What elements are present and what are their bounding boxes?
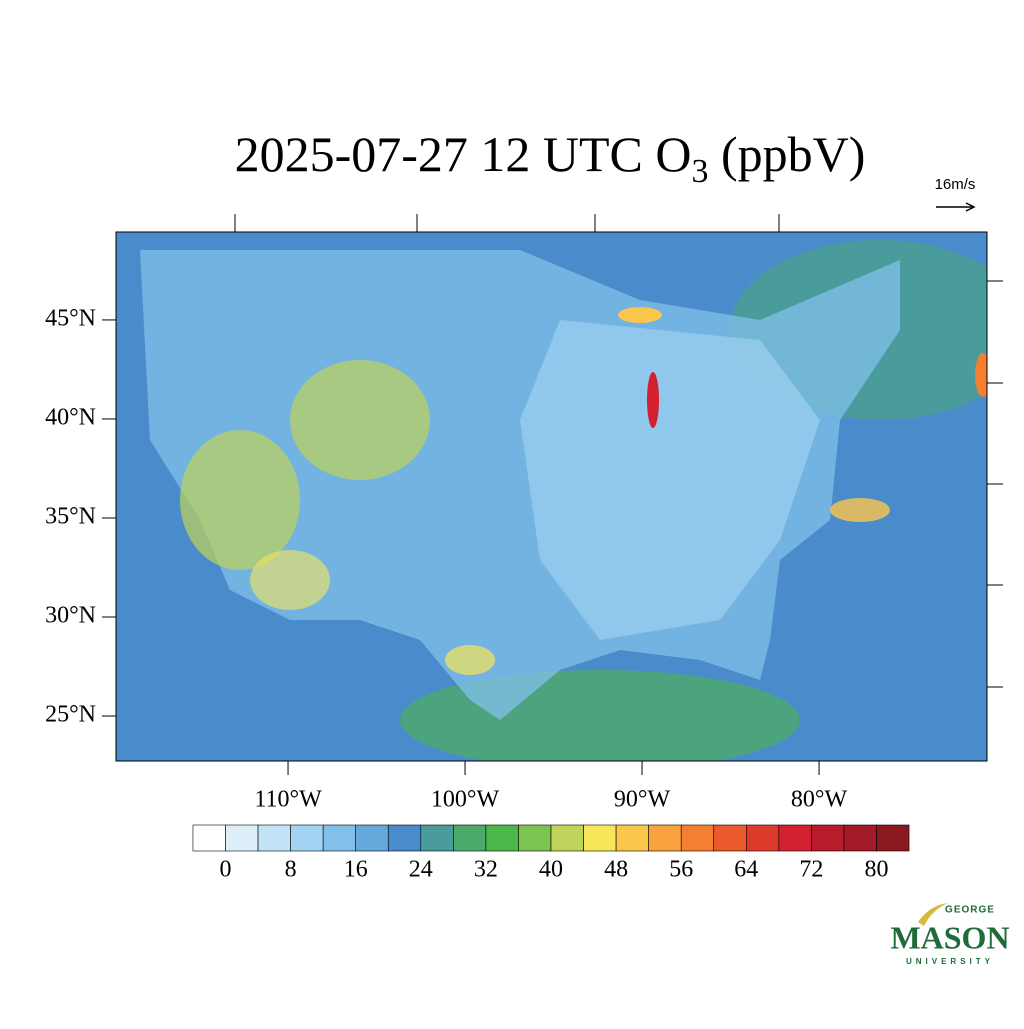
lon-tick-label: 90°W (614, 787, 671, 813)
colorbar-box (778, 824, 812, 852)
colorbar-box (257, 824, 291, 852)
logo-bottom: UNIVERSITY (906, 957, 994, 966)
colorbar-box (615, 824, 649, 852)
title-unit: (ppbV) (709, 126, 866, 182)
wind-reference-arrowhead (965, 202, 976, 212)
wind-reference-label: 16m/s (935, 176, 976, 193)
colorbar-box (713, 824, 747, 852)
colorbar-box (192, 824, 226, 852)
colorbar-box (453, 824, 487, 852)
logo-name: MASON (890, 919, 1009, 955)
colorbar-tick-label: 56 (669, 857, 693, 883)
colorbar-box (550, 824, 584, 852)
field-region (445, 645, 495, 675)
field-region (830, 498, 890, 522)
colorbar-box (485, 824, 519, 852)
field-region (647, 372, 659, 428)
colorbar-tick-label: 8 (285, 857, 297, 883)
colorbar-tick-label: 72 (799, 857, 823, 883)
title-subscript: 3 (692, 153, 709, 190)
title: 2025-07-27 12 UTC O3 (ppbV) (235, 126, 866, 189)
colorbar-box (583, 824, 617, 852)
colorbar-box (843, 824, 877, 852)
colorbar-box (420, 824, 454, 852)
field-region (290, 360, 430, 480)
lat-tick-label: 40°N (45, 404, 96, 430)
map-field (116, 232, 987, 761)
colorbar-box (876, 824, 910, 852)
colorbar-tick-label: 48 (604, 857, 628, 883)
lon-tick-label: 100°W (431, 787, 500, 813)
colorbar-box (387, 824, 422, 852)
lon-tick-label: 80°W (791, 787, 848, 813)
logo-swoosh (918, 903, 948, 926)
lon-tick-label: 110°W (254, 787, 322, 813)
colorbar-tick-label: 32 (474, 857, 498, 883)
colorbar-box (518, 824, 552, 852)
lat-tick-label: 35°N (45, 503, 96, 529)
colorbar-box (322, 824, 356, 852)
colorbar-tick-label: 80 (865, 857, 889, 883)
field-region (975, 353, 987, 397)
colorbar-box (290, 824, 324, 852)
map-frame (115, 231, 988, 762)
colorbar-box (648, 824, 682, 852)
field-region (618, 307, 662, 323)
colorbar-tick-label: 64 (734, 857, 758, 883)
lat-tick-label: 25°N (45, 702, 96, 728)
lat-tick-label: 45°N (45, 305, 96, 331)
logo: GEORGE MASON UNIVERSITY (890, 903, 1010, 966)
colorbar-box (745, 824, 780, 852)
colorbar-tick-label: 16 (344, 857, 368, 883)
title-main: 2025-07-27 12 UTC O (235, 126, 692, 182)
colorbar-tick-label: 24 (409, 857, 433, 883)
colorbar-box (811, 824, 845, 852)
colorbar-tick-label: 0 (220, 857, 232, 883)
logo-top: GEORGE (945, 905, 995, 916)
colorbar-box (355, 824, 389, 852)
field-region (180, 430, 300, 570)
colorbar-box (680, 824, 715, 852)
colorbar-tick-label: 40 (539, 857, 563, 883)
projected-ticks (234, 214, 1003, 688)
land-region (520, 320, 820, 640)
colorbar-box (225, 824, 259, 852)
lat-tick-label: 30°N (45, 603, 96, 629)
field-region (250, 550, 330, 610)
